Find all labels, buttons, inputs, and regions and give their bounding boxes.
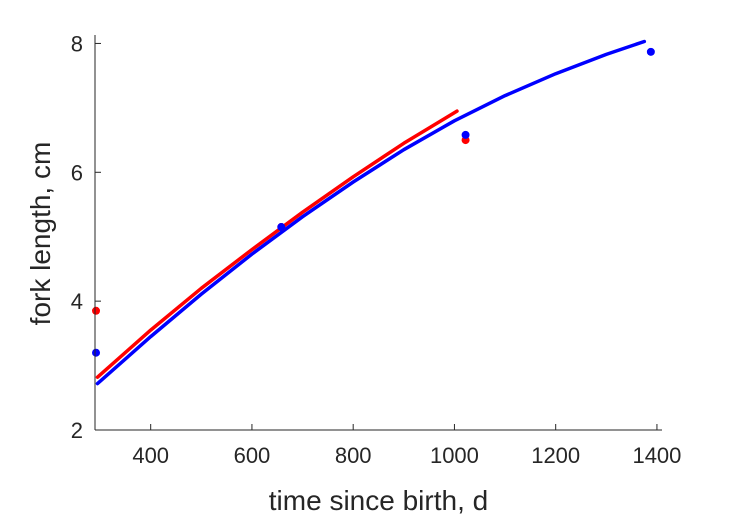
series-line-0 xyxy=(95,109,459,379)
data-point xyxy=(92,306,101,315)
y-ticks: 2 4 6 8 xyxy=(71,31,101,443)
axes: 400 600 800 1000 1200 1400 2 4 6 8 xyxy=(71,31,682,468)
y-tick-label: 4 xyxy=(71,289,83,314)
y-axis-label: fork length, cm xyxy=(25,142,56,326)
y-tick-label: 6 xyxy=(71,160,83,185)
series-line-1 xyxy=(95,39,647,386)
data-point xyxy=(461,130,470,139)
x-tick-label: 1000 xyxy=(430,443,479,468)
plot-series xyxy=(92,39,655,386)
x-tick-label: 600 xyxy=(234,443,271,468)
data-point xyxy=(92,348,101,357)
y-tick-label: 8 xyxy=(71,31,83,56)
x-ticks: 400 600 800 1000 1200 1400 xyxy=(132,424,681,468)
x-tick-label: 1200 xyxy=(531,443,580,468)
x-tick-label: 800 xyxy=(335,443,372,468)
data-point xyxy=(646,47,655,56)
y-tick-label: 2 xyxy=(71,418,83,443)
x-tick-label: 1400 xyxy=(632,443,681,468)
x-tick-label: 400 xyxy=(132,443,169,468)
data-point xyxy=(277,223,286,232)
x-axis-label: time since birth, d xyxy=(269,485,488,516)
